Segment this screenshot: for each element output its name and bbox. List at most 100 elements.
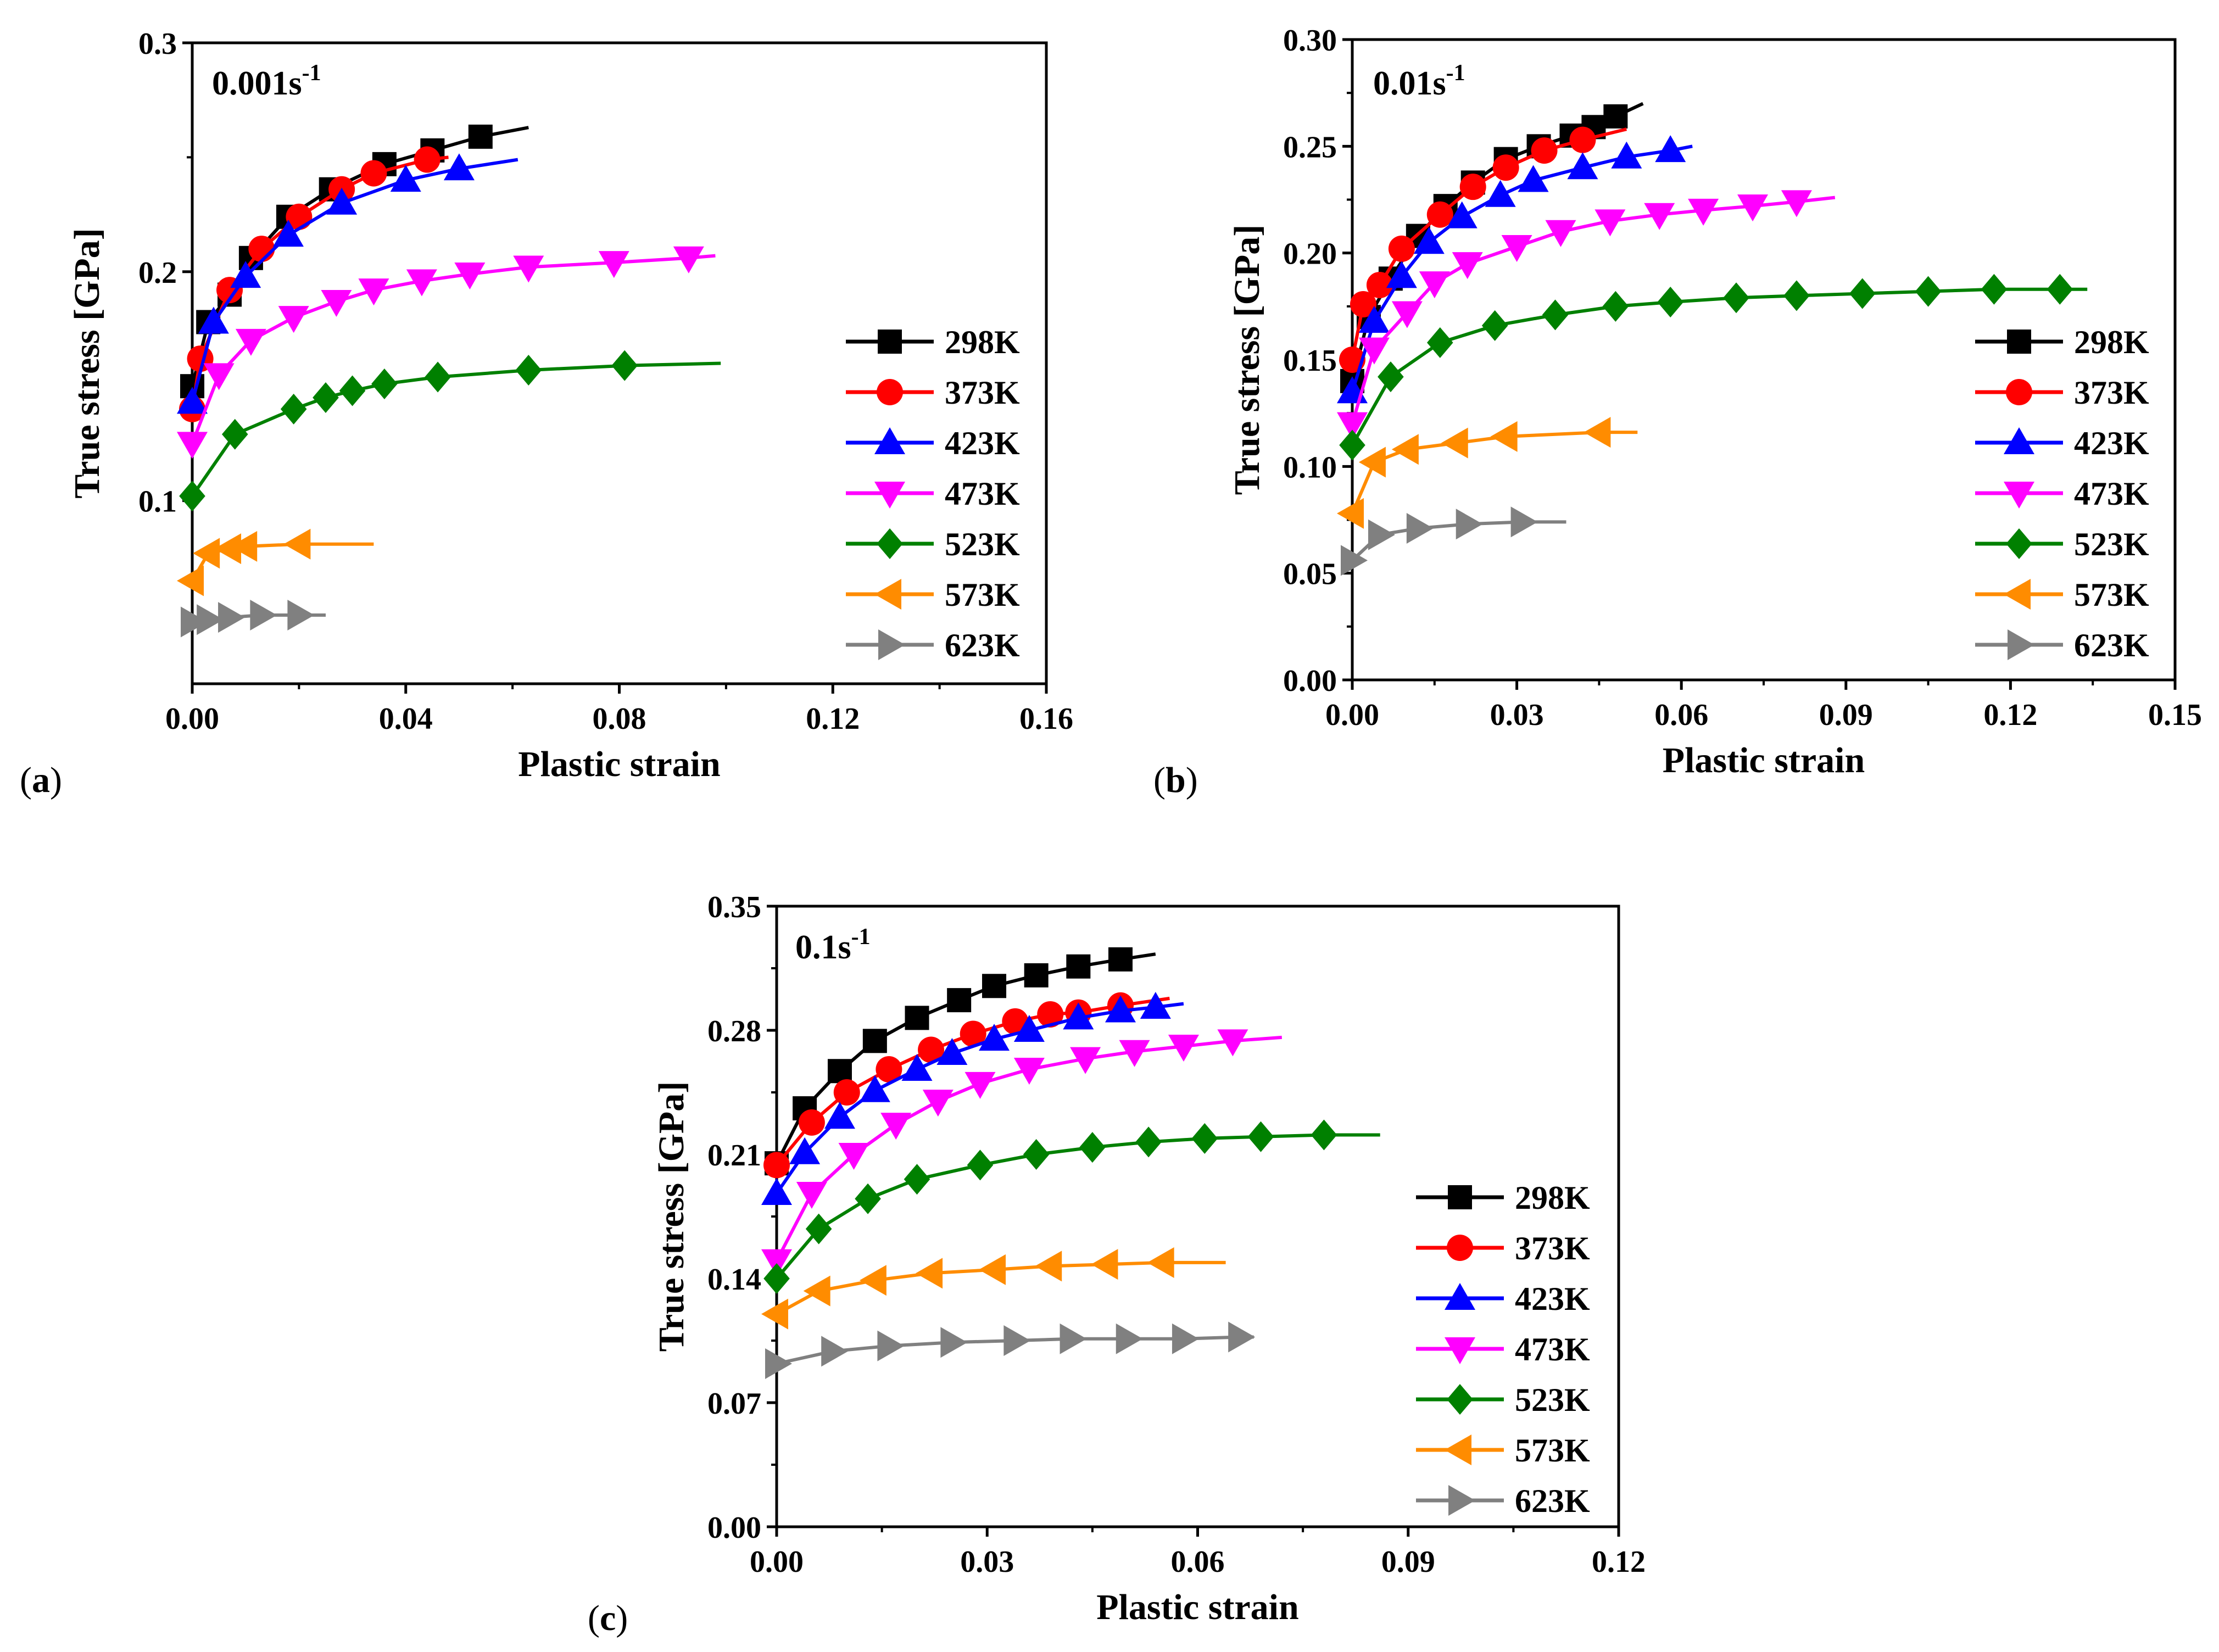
data-point xyxy=(1849,278,1876,309)
data-point xyxy=(1003,1325,1031,1356)
series-line xyxy=(776,1335,1254,1365)
data-point xyxy=(901,1054,933,1081)
legend-entry-623K: 623K xyxy=(1975,627,2149,663)
data-point xyxy=(425,361,451,393)
legend-entry-573K: 573K xyxy=(846,577,1020,613)
data-point xyxy=(177,387,208,414)
data-point xyxy=(1339,429,1365,461)
data-point xyxy=(763,1263,790,1294)
data-point xyxy=(1037,1001,1064,1028)
y-tick-label: 0.28 xyxy=(707,1014,761,1048)
data-point xyxy=(979,1024,1010,1051)
data-point xyxy=(918,1036,945,1063)
plot-frame xyxy=(1351,38,2177,682)
y-tick-label: 0.00 xyxy=(1283,664,1337,698)
data-point xyxy=(1501,235,1532,263)
legend-marker xyxy=(1448,1185,1472,1209)
data-point xyxy=(198,306,229,334)
y-axis-title: True stress [GPa] xyxy=(651,1081,692,1352)
legend-entry-523K: 523K xyxy=(846,526,1020,562)
series-623K xyxy=(1341,506,1566,576)
data-point xyxy=(1456,509,1483,540)
data-point xyxy=(1388,235,1415,262)
data-point xyxy=(967,1149,994,1181)
series-523K xyxy=(763,1119,1380,1294)
data-point xyxy=(326,187,358,215)
legend-entry-523K: 523K xyxy=(1416,1382,1590,1418)
legend-label: 573K xyxy=(1515,1432,1590,1469)
data-point xyxy=(1368,519,1395,550)
data-point xyxy=(880,1113,912,1140)
legend-entry-573K: 573K xyxy=(1975,577,2149,613)
data-point xyxy=(1168,1035,1199,1062)
data-point xyxy=(1116,1323,1143,1354)
series-298K xyxy=(1340,102,1644,393)
data-point xyxy=(230,261,261,288)
legend-entry-423K: 423K xyxy=(1975,425,2149,461)
data-point xyxy=(358,278,389,306)
legend-label: 573K xyxy=(945,577,1020,613)
x-tick-label: 0.00 xyxy=(750,1545,804,1579)
legend-label: 473K xyxy=(1515,1331,1590,1368)
data-point xyxy=(203,363,235,390)
data-point xyxy=(1644,203,1675,230)
legend-marker xyxy=(2007,330,2031,354)
data-point xyxy=(1024,963,1049,987)
y-tick-label: 0.2 xyxy=(138,256,177,290)
legend-marker xyxy=(1445,1283,1475,1310)
data-point xyxy=(1191,1123,1218,1154)
data-point xyxy=(1723,282,1749,314)
data-point xyxy=(611,350,638,381)
data-point xyxy=(1688,198,1719,226)
data-point xyxy=(1492,154,1519,181)
data-point xyxy=(905,1006,929,1030)
x-tick-label: 0.09 xyxy=(1381,1545,1435,1579)
chart-panel-b: 0.00 0.03 0.06 0.09 0.12 0.15 0.00 0.05 0.10 0.15… xyxy=(1153,24,2202,800)
data-point xyxy=(964,1071,996,1099)
series-line xyxy=(191,254,716,444)
data-point xyxy=(1108,947,1133,972)
legend-marker xyxy=(1447,1384,1473,1415)
data-point xyxy=(1584,417,1611,448)
data-point xyxy=(904,1164,930,1195)
data-point xyxy=(1781,190,1812,217)
series-423K xyxy=(1337,135,1693,404)
x-tick-label: 0.00 xyxy=(165,702,219,736)
data-point xyxy=(1358,447,1386,478)
legend-marker xyxy=(874,579,901,610)
data-point xyxy=(248,236,275,263)
x-tick-label: 0.04 xyxy=(379,702,433,736)
data-point xyxy=(598,251,629,278)
data-point xyxy=(1013,1015,1045,1042)
data-point xyxy=(454,262,486,289)
series-line xyxy=(191,361,721,497)
x-axis-title: Plastic strain xyxy=(518,744,720,784)
data-point xyxy=(1119,1040,1150,1067)
data-point xyxy=(1542,299,1569,331)
y-axis-title: True stress [GPa] xyxy=(1227,225,1267,495)
y-tick-label: 0.1 xyxy=(138,485,177,519)
x-tick-label: 0.03 xyxy=(1490,698,1544,732)
x-tick-label: 0.12 xyxy=(806,702,860,736)
data-point xyxy=(824,1102,855,1129)
legend-label: 573K xyxy=(2074,577,2149,613)
data-point xyxy=(982,974,1007,998)
legend-marker xyxy=(1445,1435,1471,1465)
data-point xyxy=(515,355,542,386)
data-point xyxy=(859,1265,887,1296)
series-623K xyxy=(765,1321,1256,1379)
data-point xyxy=(763,1152,790,1179)
data-point xyxy=(1386,261,1417,288)
data-point xyxy=(789,1137,821,1164)
legend-marker xyxy=(1447,1235,1473,1261)
series-623K xyxy=(181,599,326,638)
legend-marker xyxy=(2006,528,2032,559)
y-tick-label: 0.20 xyxy=(1283,237,1337,271)
data-point xyxy=(1350,291,1376,317)
data-point xyxy=(1060,1323,1087,1354)
legend-label: 373K xyxy=(1515,1230,1590,1266)
data-point xyxy=(940,1327,968,1358)
data-point xyxy=(1091,1249,1118,1280)
x-tick-label: 0.00 xyxy=(1325,698,1379,732)
